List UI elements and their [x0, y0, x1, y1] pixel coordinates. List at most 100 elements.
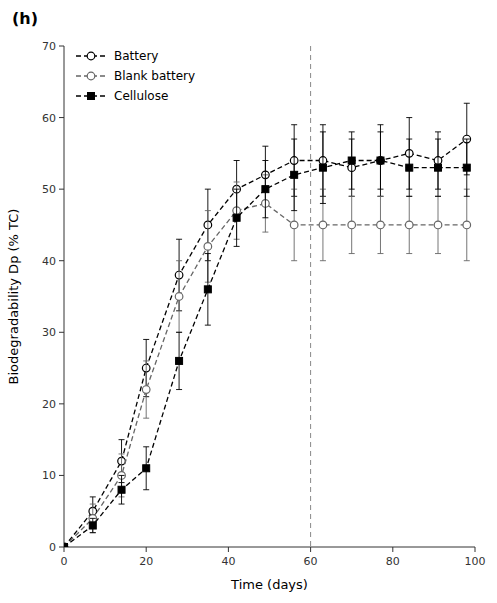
y-tick-label: 60 — [42, 112, 56, 125]
error-bar — [377, 132, 383, 189]
point — [291, 171, 298, 178]
x-tick-label: 100 — [465, 555, 486, 568]
point — [64, 544, 68, 548]
error-bar — [464, 139, 470, 196]
error-bar-cap — [90, 532, 96, 533]
error-bar — [90, 504, 96, 533]
point — [435, 164, 442, 171]
error-bar-cap — [320, 131, 326, 132]
error-bar-cap — [234, 181, 240, 182]
error-bar-cap — [176, 260, 182, 261]
legend-marker — [87, 72, 95, 80]
point — [405, 221, 413, 229]
legend-marker — [87, 52, 95, 60]
error-bar-cap — [205, 253, 211, 254]
error-bar-cap — [205, 189, 211, 190]
point — [290, 221, 298, 229]
y-tick-label: 50 — [42, 183, 56, 196]
error-bar-cap — [176, 239, 182, 240]
series-line — [64, 139, 467, 547]
error-bar — [464, 189, 470, 261]
error-bar-cap — [406, 196, 412, 197]
error-bar-cap — [435, 196, 441, 197]
error-bar-cap — [464, 196, 470, 197]
error-bar — [262, 161, 268, 218]
point — [176, 357, 183, 364]
error-bar — [435, 139, 441, 196]
point — [377, 221, 385, 229]
error-bar-cap — [349, 189, 355, 190]
error-bar-cap — [119, 504, 125, 505]
error-bar-cap — [262, 232, 268, 233]
error-bar-cap — [320, 124, 326, 125]
error-bar-cap — [435, 196, 441, 197]
point — [142, 386, 150, 394]
error-bar-cap — [176, 389, 182, 390]
point — [406, 164, 413, 171]
error-bar-cap — [406, 117, 412, 118]
error-bar-cap — [143, 360, 149, 361]
x-tick-label: 60 — [304, 555, 318, 568]
error-bar-cap — [464, 139, 470, 140]
x-tick-label: 80 — [386, 555, 400, 568]
error-bar — [377, 125, 383, 197]
point — [204, 286, 211, 293]
error-bar-cap — [90, 504, 96, 505]
error-bar-cap — [406, 139, 412, 140]
x-tick — [475, 547, 476, 552]
series-line — [64, 161, 467, 547]
plot-area — [64, 46, 471, 547]
error-bar-cap — [291, 260, 297, 261]
error-bar — [320, 132, 326, 204]
y-tick-label: 20 — [42, 398, 56, 411]
error-bar — [119, 454, 125, 497]
error-bar-cap — [143, 446, 149, 447]
error-bar — [176, 332, 182, 389]
chart: (h)020406080100010203040506070Time (days… — [0, 0, 497, 603]
y-axis — [64, 46, 65, 547]
point — [319, 164, 326, 171]
title: (h) — [12, 9, 38, 28]
y-tick — [59, 475, 64, 476]
point — [377, 157, 385, 165]
error-bar — [406, 139, 412, 196]
y-tick — [59, 189, 64, 190]
y-tick — [59, 117, 64, 118]
point — [434, 221, 442, 229]
error-bar-cap — [377, 196, 383, 197]
error-bar-cap — [377, 131, 383, 132]
error-bar-cap — [234, 160, 240, 161]
error-bar-cap — [349, 196, 355, 197]
y-tick-label: 40 — [42, 255, 56, 268]
legend-label: Blank battery — [114, 69, 195, 83]
legend-label: Battery — [114, 49, 158, 63]
error-bar — [176, 261, 182, 333]
error-bar — [143, 361, 149, 418]
error-bar-cap — [349, 253, 355, 254]
x-axis-label: Time (days) — [230, 577, 308, 592]
error-bar-cap — [349, 196, 355, 197]
y-tick-label: 0 — [49, 541, 56, 554]
error-bar-cap — [262, 160, 268, 161]
error-bar — [406, 196, 412, 253]
error-bar-cap — [176, 332, 182, 333]
point — [319, 221, 327, 229]
x-tick-label: 0 — [61, 555, 68, 568]
x-tick — [310, 547, 311, 552]
error-bar — [205, 254, 211, 326]
error-bar — [90, 518, 96, 532]
error-bar-cap — [377, 124, 383, 125]
reference-line — [310, 46, 311, 547]
x-axis — [64, 547, 475, 548]
error-bar-cap — [406, 196, 412, 197]
error-bar-cap — [90, 518, 96, 519]
error-bar-cap — [464, 260, 470, 261]
error-bar — [349, 132, 355, 189]
error-bar-cap — [143, 339, 149, 340]
error-bar-cap — [291, 124, 297, 125]
error-bar-cap — [90, 532, 96, 533]
error-bar-cap — [119, 453, 125, 454]
error-bar-cap — [234, 189, 240, 190]
legend-marker — [88, 93, 95, 100]
x-tick — [228, 547, 229, 552]
